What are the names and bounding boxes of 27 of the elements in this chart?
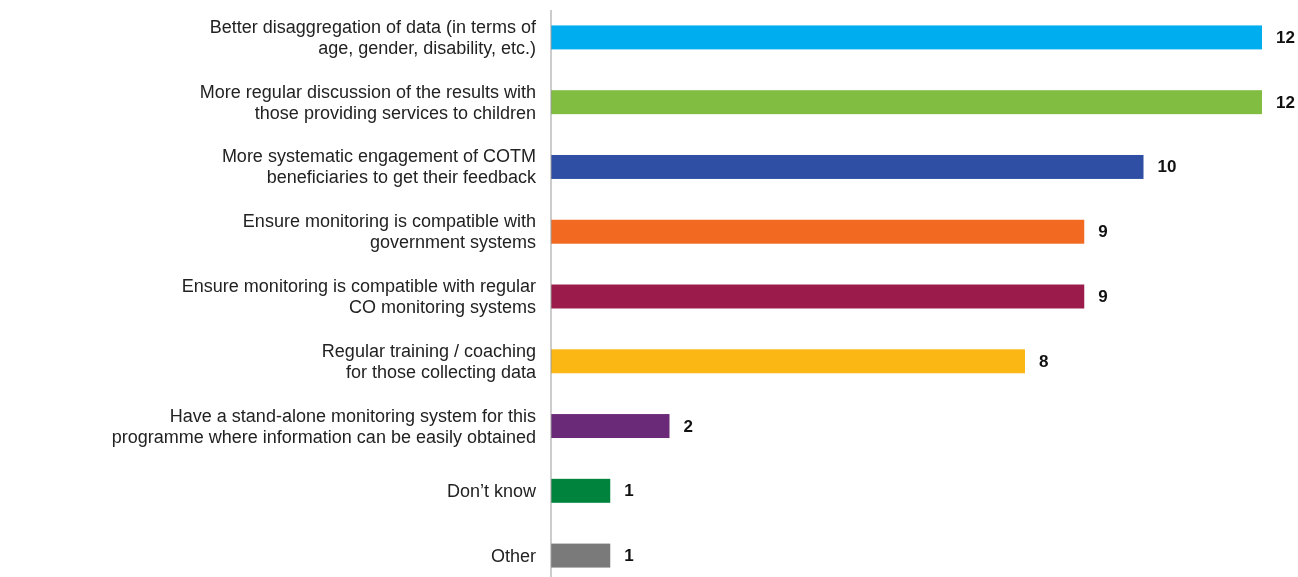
data-label: 2 [683, 416, 693, 436]
y-tick-label: Other [490, 545, 536, 566]
bar [551, 154, 1144, 179]
data-label: 1 [624, 546, 634, 566]
bar [551, 284, 1085, 309]
bar [551, 543, 611, 568]
y-tick-label: Don’t know [446, 480, 537, 501]
y-tick-label: Ensure monitoring is compatible with government systems [242, 211, 536, 253]
y-tick-label: Ensure monitoring is compatible with regular CO monitoring systems [181, 276, 536, 317]
data-label: 9 [1098, 287, 1108, 306]
bar [551, 25, 1262, 50]
data-label: 12 [1276, 27, 1295, 47]
data-label: 8 [1039, 351, 1049, 371]
bar [551, 478, 611, 503]
bar [551, 219, 1085, 244]
data-label: 12 [1276, 92, 1295, 112]
y-tick-label: More systematic engagement of COTM beneficiaries to get their feedback [221, 146, 537, 188]
data-label: 1 [624, 481, 634, 501]
bar [551, 90, 1262, 115]
bar [551, 349, 1025, 374]
y-tick-label: Have a stand-alone monitoring system for this programme where information can be easily obtained [111, 405, 536, 447]
data-label: 9 [1098, 222, 1108, 242]
y-tick-label: Better disaggregation of data (in terms of age, gender, disability, etc.) [209, 16, 537, 58]
y-tick-label: Regular training / coaching for those collecting data [321, 340, 537, 382]
y-tick-label: More regular discussion of the results with those providing services to children [199, 81, 536, 123]
bar [551, 414, 670, 439]
data-label: 10 [1157, 157, 1177, 177]
